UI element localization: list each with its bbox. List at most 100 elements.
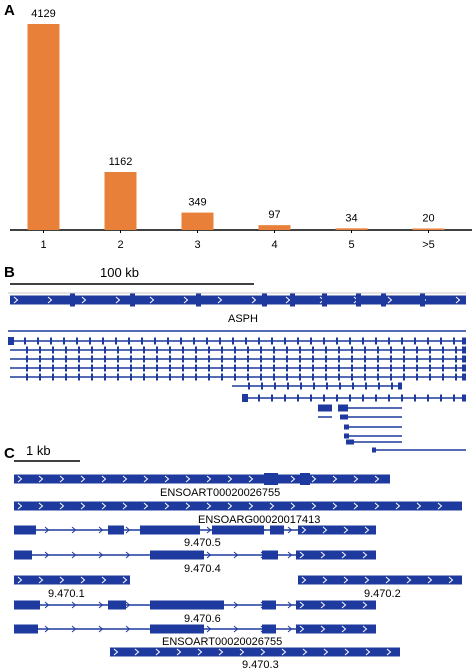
strand-arrow xyxy=(416,502,422,510)
strand-arrow xyxy=(80,475,86,483)
exon-tick xyxy=(169,346,171,354)
last-exon xyxy=(462,364,466,372)
exon-tick xyxy=(362,394,364,402)
exon-tick xyxy=(26,355,28,363)
exon-block xyxy=(296,550,376,560)
strand-arrow xyxy=(353,475,359,483)
exon-block xyxy=(300,473,310,485)
exon-tick xyxy=(104,373,106,381)
data-label-5: 34 xyxy=(345,212,357,224)
exon-tick xyxy=(312,346,314,354)
strand-arrow xyxy=(386,648,392,656)
exon-tick xyxy=(248,382,250,390)
exon-tick xyxy=(180,337,182,345)
exon-tick xyxy=(182,355,184,363)
exon-tick xyxy=(208,373,210,381)
strand-arrow xyxy=(122,576,128,584)
exon-block xyxy=(270,525,284,535)
strand-arrow xyxy=(98,526,104,534)
exon-tick xyxy=(234,364,236,372)
strand-arrow xyxy=(260,648,266,656)
strand-arrow xyxy=(311,475,317,483)
exon-tick xyxy=(388,394,390,402)
exon-tick xyxy=(403,346,405,354)
x-tick-label-2: 2 xyxy=(117,239,123,251)
strand-arrow xyxy=(239,648,245,656)
exon-tick xyxy=(429,346,431,354)
exon-tick xyxy=(375,337,377,345)
exon-mark xyxy=(196,293,201,307)
exon-tick xyxy=(455,346,457,354)
strand-arrow xyxy=(143,475,149,483)
exon-block xyxy=(150,550,204,560)
exon-tick xyxy=(390,355,392,363)
exon-tick xyxy=(117,346,119,354)
strand-arrow xyxy=(81,296,87,304)
exon-block xyxy=(262,550,278,560)
exon-tick xyxy=(427,337,429,345)
exon-tick xyxy=(78,346,80,354)
exon-tick xyxy=(364,355,366,363)
strand-arrow xyxy=(101,475,107,483)
exon-tick xyxy=(117,355,119,363)
strand-arrow xyxy=(332,475,338,483)
panel-b-letter: B xyxy=(4,264,15,281)
exon-tick xyxy=(91,364,93,372)
exon-tick xyxy=(442,373,444,381)
exon-tick xyxy=(260,355,262,363)
exon-tick xyxy=(65,346,67,354)
exon-tick xyxy=(39,346,41,354)
exon-tick xyxy=(274,382,276,390)
strand-arrow xyxy=(301,526,307,534)
strand-arrow xyxy=(71,551,77,559)
bar-4 xyxy=(258,225,291,230)
exon-tick xyxy=(156,355,158,363)
exon-tick xyxy=(91,346,93,354)
strand-arrow xyxy=(125,601,131,609)
exon-tick xyxy=(206,337,208,345)
exon-tick xyxy=(440,394,442,402)
exon-tick xyxy=(271,394,273,402)
bar-3 xyxy=(181,212,214,230)
last-exon xyxy=(462,373,466,381)
exon-tick xyxy=(78,364,80,372)
strand-arrow xyxy=(341,551,347,559)
gene-label-asph: ASPH xyxy=(228,313,258,325)
exon-tick xyxy=(271,337,273,345)
exon-block xyxy=(262,600,276,610)
strand-arrow xyxy=(406,576,412,584)
exon-tick xyxy=(453,394,455,402)
strand-arrow xyxy=(164,475,170,483)
exon-block xyxy=(108,600,126,610)
strand-arrow xyxy=(44,551,50,559)
exon-tick xyxy=(182,373,184,381)
strand-arrow xyxy=(17,502,23,510)
strand-arrow xyxy=(98,551,104,559)
strand-arrow xyxy=(59,475,65,483)
strand-arrow xyxy=(44,526,50,534)
strand-arrow xyxy=(71,526,77,534)
exon-tick xyxy=(52,364,54,372)
exon-tick xyxy=(65,373,67,381)
strand-arrow xyxy=(206,625,212,633)
strand-arrow xyxy=(364,576,370,584)
exon-tick xyxy=(208,364,210,372)
exon-tick xyxy=(52,346,54,354)
exon-tick xyxy=(325,364,327,372)
strand-arrow xyxy=(17,475,23,483)
exon-block xyxy=(262,624,276,634)
exon-tick xyxy=(312,364,314,372)
strand-arrow xyxy=(98,625,104,633)
last-exon xyxy=(462,355,466,363)
exon-tick xyxy=(442,346,444,354)
last-exon xyxy=(462,346,466,354)
data-label-3: 349 xyxy=(188,197,206,209)
strand-arrow xyxy=(365,648,371,656)
fragment-exon xyxy=(318,404,332,412)
exon-tick xyxy=(156,364,158,372)
strand-arrow xyxy=(269,502,275,510)
exon-tick xyxy=(167,337,169,345)
exon-tick xyxy=(297,337,299,345)
exon-mark xyxy=(262,293,267,307)
exon-block xyxy=(14,550,32,560)
